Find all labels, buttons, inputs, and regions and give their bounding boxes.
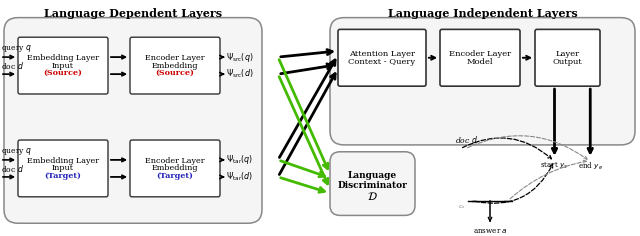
- Text: Embedding: Embedding: [152, 62, 198, 70]
- Text: doc $d$: doc $d$: [455, 134, 478, 145]
- Text: (Target): (Target): [157, 172, 193, 180]
- Text: $\mathcal{D}$: $\mathcal{D}$: [367, 190, 378, 202]
- Text: Language: Language: [348, 171, 397, 180]
- Text: answer $a$: answer $a$: [472, 227, 508, 235]
- Text: Encoder Layer: Encoder Layer: [145, 157, 205, 165]
- FancyBboxPatch shape: [18, 37, 108, 94]
- Text: Context - Query: Context - Query: [348, 58, 415, 66]
- Text: end $y_e$: end $y_e$: [578, 160, 603, 172]
- FancyBboxPatch shape: [130, 37, 220, 94]
- Text: Input: Input: [52, 164, 74, 173]
- Text: (Source): (Source): [44, 69, 83, 77]
- Text: Language Independent Layers: Language Independent Layers: [388, 8, 577, 19]
- Text: Output: Output: [552, 58, 582, 66]
- Text: query $q$: query $q$: [1, 146, 32, 157]
- Text: query $q$: query $q$: [1, 43, 32, 54]
- Text: (Source): (Source): [156, 69, 195, 77]
- Text: doc $d$: doc $d$: [1, 60, 24, 71]
- FancyBboxPatch shape: [338, 29, 426, 86]
- Text: Embedding: Embedding: [152, 164, 198, 173]
- FancyBboxPatch shape: [18, 140, 108, 197]
- FancyBboxPatch shape: [130, 140, 220, 197]
- FancyBboxPatch shape: [535, 29, 600, 86]
- Text: Layer: Layer: [556, 50, 580, 58]
- Text: Model: Model: [467, 58, 493, 66]
- Text: start $y_s$: start $y_s$: [540, 160, 569, 171]
- Text: $\Psi_{\rm tar}(d)$: $\Psi_{\rm tar}(d)$: [226, 171, 253, 183]
- FancyBboxPatch shape: [330, 152, 415, 215]
- FancyBboxPatch shape: [4, 18, 262, 223]
- Text: Discriminator: Discriminator: [337, 181, 408, 190]
- Text: $\Psi_{\rm src}(d)$: $\Psi_{\rm src}(d)$: [226, 68, 253, 80]
- FancyBboxPatch shape: [330, 18, 635, 145]
- Text: Attention Layer: Attention Layer: [349, 50, 415, 58]
- Text: $\Psi_{\rm tar}(q)$: $\Psi_{\rm tar}(q)$: [226, 153, 253, 166]
- Text: Input: Input: [52, 62, 74, 70]
- Text: Encoder Layer: Encoder Layer: [449, 50, 511, 58]
- Text: Embedding Layer: Embedding Layer: [27, 54, 99, 62]
- Text: doc $d$: doc $d$: [1, 163, 24, 174]
- Text: $c_s$: $c_s$: [458, 203, 466, 211]
- Text: Encoder Layer: Encoder Layer: [145, 54, 205, 62]
- Text: Embedding Layer: Embedding Layer: [27, 157, 99, 165]
- Text: $\Psi_{\rm src}(q)$: $\Psi_{\rm src}(q)$: [226, 51, 253, 63]
- Text: Language Dependent Layers: Language Dependent Layers: [44, 8, 222, 19]
- FancyBboxPatch shape: [440, 29, 520, 86]
- Text: (Target): (Target): [45, 172, 81, 180]
